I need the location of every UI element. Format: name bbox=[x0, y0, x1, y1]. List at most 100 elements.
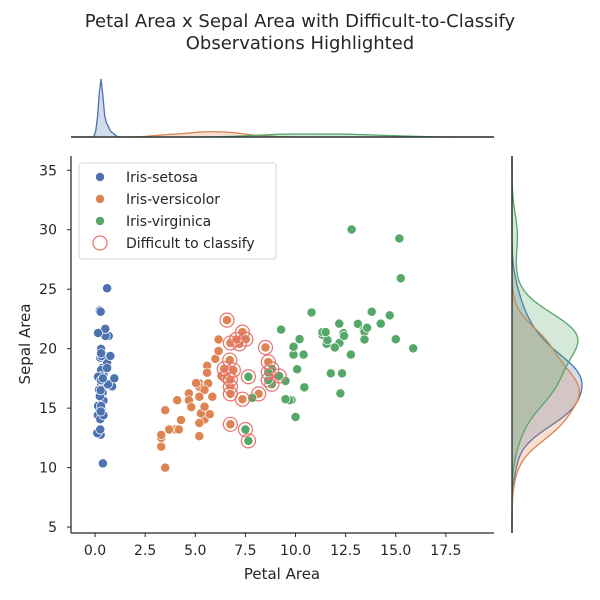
point-iris-setosa bbox=[95, 406, 106, 417]
point-iris-versicolor bbox=[194, 418, 205, 428]
difficult-highlight-rings bbox=[216, 312, 287, 449]
point-iris-virginica bbox=[280, 394, 291, 405]
point-iris-virginica bbox=[299, 382, 310, 393]
x-tick-label: 0.0 bbox=[84, 543, 106, 559]
point-iris-virginica bbox=[288, 341, 299, 352]
right-density-iris-versicolor-fill bbox=[512, 156, 580, 533]
y-tick-label: 20 bbox=[39, 342, 57, 358]
point-iris-versicolor bbox=[199, 384, 210, 395]
legend-label-versicolor: Iris-versicolor bbox=[126, 192, 220, 208]
difficult-ring bbox=[228, 331, 244, 348]
legend-label-setosa: Iris-setosa bbox=[126, 170, 198, 186]
point-iris-virginica bbox=[394, 233, 405, 244]
point-iris-versicolor bbox=[172, 395, 183, 406]
point-iris-virginica bbox=[366, 306, 377, 317]
chart-title-line-2: Observations Highlighted bbox=[186, 33, 414, 54]
point-iris-setosa bbox=[97, 458, 108, 469]
legend-marker-difficult bbox=[92, 235, 108, 251]
point-iris-virginica bbox=[306, 307, 317, 318]
x-tick-label: 2.5 bbox=[134, 543, 156, 559]
difficult-ring bbox=[222, 379, 238, 395]
difficult-ring bbox=[240, 369, 257, 385]
point-iris-setosa bbox=[102, 363, 113, 374]
point-iris-setosa bbox=[95, 385, 106, 396]
x-axis-label: Petal Area bbox=[244, 565, 320, 583]
main-scatter-plot: 0.0 2.5 5.0 7.5 10.0 12.5 15.0 17.5 5 10 15 20 25 30… bbox=[39, 156, 494, 559]
x-tick-label: 12.5 bbox=[330, 543, 361, 559]
difficult-ring bbox=[219, 312, 235, 328]
x-axis-ticks: 0.0 2.5 5.0 7.5 10.0 12.5 15.0 17.5 bbox=[84, 533, 461, 559]
point-iris-versicolor bbox=[213, 346, 224, 356]
point-iris-virginica bbox=[346, 224, 357, 235]
point-iris-versicolor bbox=[207, 391, 218, 402]
y-tick-label: 25 bbox=[39, 282, 57, 298]
legend-marker-versicolor bbox=[95, 194, 105, 204]
point-iris-versicolor bbox=[176, 415, 187, 425]
difficult-ring bbox=[271, 368, 287, 384]
point-iris-virginica bbox=[243, 371, 254, 382]
top-density-iris-versicolor-fill bbox=[71, 131, 494, 137]
top-density-iris-setosa-line bbox=[71, 78, 494, 138]
x-tick-label: 10.0 bbox=[280, 543, 311, 559]
point-iris-versicolor bbox=[260, 342, 271, 353]
point-iris-setosa bbox=[93, 328, 104, 338]
point-iris-versicolor bbox=[173, 424, 184, 435]
y-tick-label: 15 bbox=[39, 401, 57, 417]
point-iris-virginica bbox=[362, 322, 373, 333]
point-iris-versicolor bbox=[191, 378, 202, 389]
point-iris-virginica bbox=[395, 273, 406, 284]
point-iris-virginica bbox=[320, 327, 331, 338]
point-iris-versicolor bbox=[237, 394, 248, 405]
point-iris-setosa bbox=[95, 306, 106, 317]
point-iris-virginica bbox=[243, 435, 254, 446]
point-iris-versicolor bbox=[160, 462, 171, 473]
legend-label-virginica: Iris-virginica bbox=[126, 214, 211, 230]
scatter-points bbox=[92, 224, 419, 473]
difficult-ring bbox=[237, 421, 254, 438]
right-density-iris-virginica-line bbox=[511, 156, 579, 533]
difficult-ring bbox=[225, 362, 241, 378]
point-iris-versicolor bbox=[199, 401, 210, 412]
point-iris-virginica bbox=[359, 334, 370, 345]
difficult-ring bbox=[222, 352, 238, 368]
y-tick-label: 5 bbox=[48, 520, 57, 536]
difficult-ring bbox=[234, 391, 251, 407]
point-iris-virginica bbox=[339, 330, 349, 341]
point-iris-versicolor bbox=[164, 424, 175, 435]
top-density-iris-virginica-fill bbox=[71, 133, 494, 137]
difficult-ring bbox=[257, 339, 274, 356]
x-tick-label: 7.5 bbox=[234, 543, 256, 559]
point-iris-virginica bbox=[240, 424, 251, 435]
point-iris-virginica bbox=[375, 318, 386, 329]
point-iris-virginica bbox=[274, 371, 285, 381]
point-iris-versicolor bbox=[213, 334, 224, 345]
difficult-ring bbox=[216, 361, 232, 377]
point-iris-versicolor bbox=[186, 402, 197, 413]
x-tick-label: 5.0 bbox=[184, 543, 206, 559]
point-iris-setosa bbox=[95, 424, 106, 435]
difficult-ring bbox=[260, 372, 276, 388]
point-iris-virginica bbox=[292, 364, 303, 375]
point-iris-versicolor bbox=[194, 391, 205, 402]
point-iris-versicolor bbox=[194, 431, 205, 442]
point-iris-virginica bbox=[329, 342, 340, 353]
point-iris-versicolor bbox=[156, 441, 167, 452]
point-iris-versicolor bbox=[156, 429, 167, 440]
point-iris-versicolor bbox=[160, 405, 171, 416]
legend-marker-virginica bbox=[95, 216, 105, 226]
point-iris-virginica bbox=[335, 388, 346, 399]
point-iris-virginica bbox=[352, 318, 363, 329]
difficult-ring bbox=[231, 336, 247, 352]
point-iris-virginica bbox=[337, 368, 347, 379]
point-iris-virginica bbox=[384, 310, 395, 321]
x-tick-label: 17.5 bbox=[430, 543, 461, 559]
point-iris-setosa bbox=[102, 283, 113, 294]
legend: Iris-setosa Iris-versicolor Iris-virgini… bbox=[78, 162, 277, 260]
point-iris-virginica bbox=[345, 349, 356, 360]
right-marginal-density bbox=[511, 156, 583, 533]
x-tick-label: 15.0 bbox=[380, 543, 411, 559]
chart-title-line-1: Petal Area x Sepal Area with Difficult-t… bbox=[85, 11, 516, 32]
right-density-iris-setosa-fill bbox=[512, 156, 582, 533]
difficult-ring bbox=[260, 364, 276, 381]
